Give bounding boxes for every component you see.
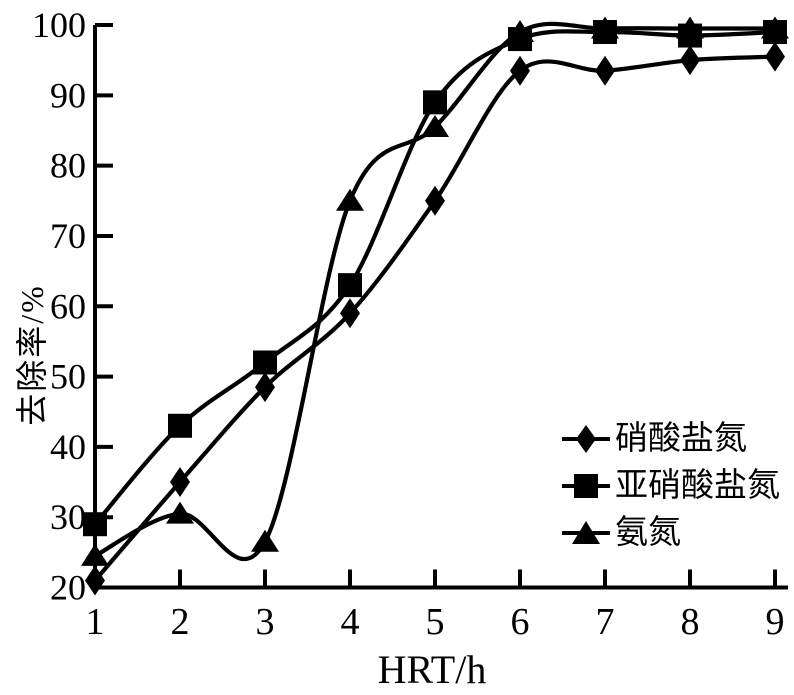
y-axis-label: 去除率/% [14, 284, 50, 426]
diamond-marker-icon [562, 425, 610, 453]
y-tick-label: 90 [50, 75, 86, 115]
legend-item-nitrate: 硝酸盐氮 [560, 418, 780, 460]
x-tick-label: 5 [426, 601, 445, 643]
y-tick-label: 100 [32, 5, 86, 45]
y-tick-label: 40 [50, 427, 86, 467]
y-tick-label: 20 [50, 568, 86, 608]
data-point-square-x5 [423, 90, 447, 115]
data-point-triangle-x4 [336, 188, 364, 211]
data-point-diamond-x6 [510, 55, 530, 86]
data-point-triangle-x2 [166, 501, 194, 524]
y-tick-label: 50 [50, 357, 86, 397]
x-tick-label: 8 [681, 601, 700, 643]
data-point-diamond-x3 [255, 372, 275, 403]
data-point-diamond-x7 [595, 55, 615, 86]
y-tick-label: 60 [50, 286, 86, 326]
data-point-diamond-x9 [765, 41, 785, 72]
data-point-diamond-x1 [85, 565, 105, 596]
series-line-2 [92, 21, 778, 562]
x-axis-label: HRT/h [377, 647, 487, 692]
data-point-square-x3 [253, 350, 277, 375]
x-tick-label: 2 [171, 601, 190, 643]
triangle-marker-icon [562, 521, 610, 544]
data-point-diamond-x8 [680, 45, 700, 76]
data-point-square-x1 [83, 512, 107, 537]
legend-label-nitrate: 硝酸盐氮 [615, 420, 747, 457]
x-tick-label: 6 [511, 601, 530, 643]
data-point-square-x4 [338, 273, 362, 298]
square-marker-icon [562, 474, 610, 498]
x-tick-label: 1 [86, 601, 105, 643]
legend-item-ammonia: 氨氮 [560, 512, 780, 554]
y-tick-label: 80 [50, 146, 86, 186]
data-point-triangle-x5 [421, 114, 449, 137]
y-tick-label: 70 [50, 216, 86, 256]
data-point-square-x8 [678, 23, 702, 48]
data-point-triangle-x3 [251, 529, 279, 552]
data-point-diamond-x2 [170, 467, 190, 498]
data-point-triangle-x1 [81, 543, 109, 566]
data-point-square-x6 [508, 27, 532, 52]
data-point-diamond-x4 [340, 298, 360, 329]
data-point-square-x2 [168, 413, 192, 438]
data-point-diamond-x5 [425, 185, 445, 216]
y-tick-label: 30 [50, 497, 86, 537]
legend-label-ammonia: 氨氮 [615, 514, 681, 551]
x-tick-label: 3 [256, 601, 275, 643]
x-tick-label: 4 [341, 601, 360, 643]
legend-item-nitrite: 亚硝酸盐氮 [560, 465, 780, 507]
data-point-square-x9 [763, 20, 787, 45]
legend-label-nitrite: 亚硝酸盐氮 [615, 467, 780, 504]
x-tick-label: 7 [596, 601, 615, 643]
x-tick-label: 9 [766, 601, 785, 643]
series-line-1 [92, 29, 778, 527]
data-point-square-x7 [593, 20, 617, 45]
legend: 硝酸盐氮 亚硝酸盐氮 氨氮 [560, 418, 780, 554]
